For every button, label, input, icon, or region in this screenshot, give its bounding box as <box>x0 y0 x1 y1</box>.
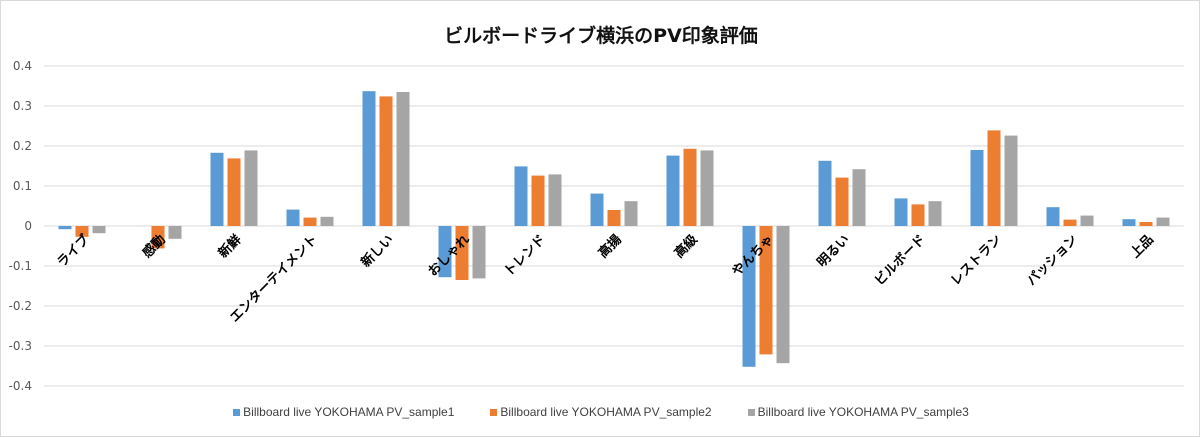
bar-series3-4[interactable] <box>397 92 410 226</box>
y-tick-label: 0.2 <box>13 139 32 153</box>
legend-item-sample3[interactable]: Billboard live YOKOHAMA PV_sample3 <box>748 405 969 419</box>
bar-series1-4[interactable] <box>363 91 376 226</box>
x-category-label: ライブ <box>54 232 93 271</box>
x-category-label: ビルボード <box>872 232 929 289</box>
bar-series1-2[interactable] <box>211 153 224 226</box>
legend-label-sample3: Billboard live YOKOHAMA PV_sample3 <box>758 405 969 419</box>
y-axis-tick-labels: 0.4 0.3 0.2 0.1 0 -0.1 -0.2 -0.3 -0.4 <box>9 59 32 393</box>
legend-label-sample1: Billboard live YOKOHAMA PV_sample1 <box>243 405 454 419</box>
bar-series1-10[interactable] <box>819 161 832 226</box>
y-tick-label: -0.3 <box>9 339 32 353</box>
bar-series3-2[interactable] <box>245 150 258 226</box>
bars <box>59 91 1170 367</box>
bar-series3-11[interactable] <box>929 201 942 226</box>
bar-series2-10[interactable] <box>836 178 849 226</box>
bar-series3-12[interactable] <box>1005 136 1018 226</box>
x-category-label: パッション <box>1024 232 1081 289</box>
legend-item-sample1[interactable]: Billboard live YOKOHAMA PV_sample1 <box>233 405 454 419</box>
y-tick-label: 0.1 <box>13 179 32 193</box>
x-category-label: 新しい <box>358 232 397 271</box>
bar-series3-10[interactable] <box>853 169 866 226</box>
bar-series3-14[interactable] <box>1157 218 1170 226</box>
bar-series3-9[interactable] <box>777 226 790 363</box>
bar-series1-8[interactable] <box>667 156 680 226</box>
legend-label-sample2: Billboard live YOKOHAMA PV_sample2 <box>500 405 711 419</box>
bar-series3-8[interactable] <box>701 150 714 226</box>
legend-swatch-sample3 <box>748 409 755 416</box>
bar-series2-2[interactable] <box>228 158 241 226</box>
bar-series1-12[interactable] <box>971 150 984 226</box>
bar-series3-1[interactable] <box>169 226 182 239</box>
bar-series3-6[interactable] <box>549 174 562 226</box>
legend-swatch-sample1 <box>233 409 240 416</box>
bar-series1-14[interactable] <box>1123 219 1136 226</box>
x-category-label: 新鮮 <box>215 232 245 262</box>
bar-series3-3[interactable] <box>321 217 334 226</box>
bar-series2-14[interactable] <box>1140 222 1153 226</box>
x-category-label: 上品 <box>1128 232 1157 261</box>
bar-series2-3[interactable] <box>304 218 317 226</box>
legend-swatch-sample2 <box>490 409 497 416</box>
y-tick-label: -0.1 <box>9 259 32 273</box>
bar-series2-13[interactable] <box>1064 220 1077 226</box>
y-tick-label: 0 <box>24 219 32 233</box>
x-category-label: 高級 <box>671 232 701 262</box>
y-tick-label: -0.2 <box>9 299 32 313</box>
bar-series2-8[interactable] <box>684 149 697 226</box>
y-tick-label: 0.3 <box>13 99 32 113</box>
bar-series1-6[interactable] <box>515 166 528 226</box>
x-category-label: トレンド <box>501 232 548 279</box>
bar-series2-4[interactable] <box>380 96 393 226</box>
bar-series2-11[interactable] <box>912 204 925 226</box>
bar-series3-13[interactable] <box>1081 216 1094 226</box>
bar-series1-7[interactable] <box>591 194 604 226</box>
x-category-label: 明るい <box>815 232 853 270</box>
bar-series1-11[interactable] <box>895 198 908 226</box>
bar-series2-12[interactable] <box>988 130 1001 226</box>
bar-series3-5[interactable] <box>473 226 486 278</box>
legend: Billboard live YOKOHAMA PV_sample1 Billb… <box>1 405 1200 419</box>
y-tick-label: 0.4 <box>13 59 32 73</box>
bar-series3-0[interactable] <box>93 226 106 233</box>
x-category-label: エンターテイメント <box>227 232 320 325</box>
bar-series2-6[interactable] <box>532 176 545 226</box>
bar-series1-0[interactable] <box>59 226 72 229</box>
y-tick-label: -0.4 <box>9 379 32 393</box>
x-category-label: 高揚 <box>595 232 625 262</box>
bar-series2-7[interactable] <box>608 210 621 226</box>
bar-series1-13[interactable] <box>1047 207 1060 226</box>
x-axis-category-labels: ライブ感動新鮮エンターテイメント新しいおしゃれトレンド高揚高級やんちゃ明るいビル… <box>54 232 1157 326</box>
legend-item-sample2[interactable]: Billboard live YOKOHAMA PV_sample2 <box>490 405 711 419</box>
x-category-label: レストラン <box>948 232 1005 289</box>
bar-series1-3[interactable] <box>287 210 300 226</box>
bar-series3-7[interactable] <box>625 201 638 226</box>
